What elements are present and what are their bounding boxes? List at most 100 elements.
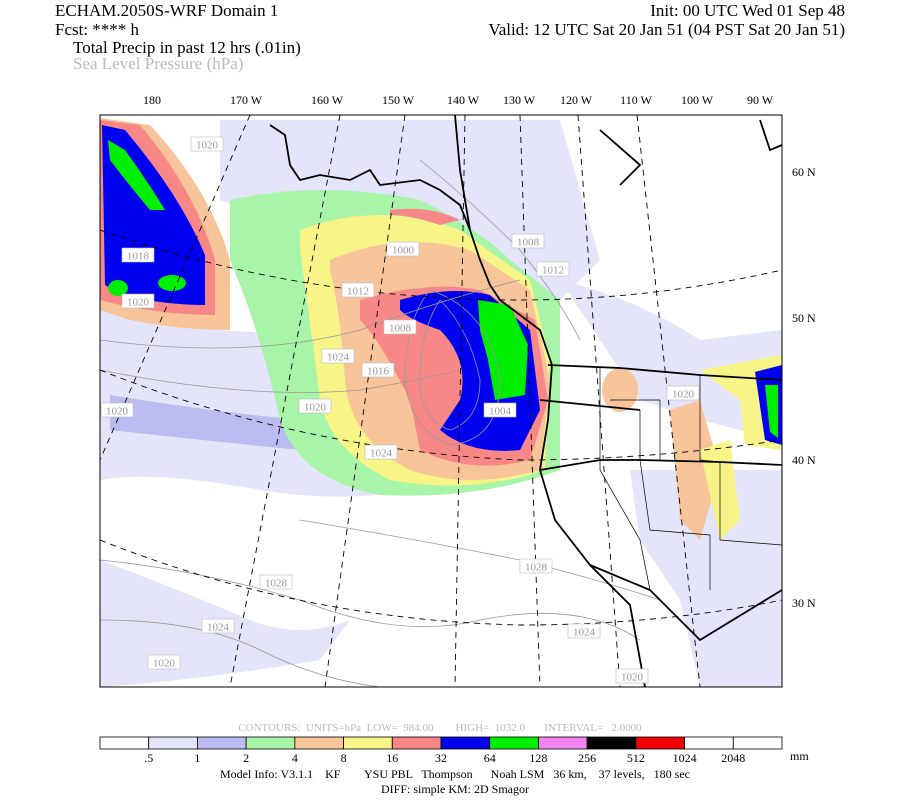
legend-swatch [391,736,442,750]
contour-label: 1024 [327,352,350,364]
legend-label: .5 [144,751,153,765]
legend-label: 4 [292,751,298,765]
contour-label-box [341,282,375,298]
longitude-label: 130 W [503,93,536,107]
legend-label: 8 [341,751,347,765]
contour-label: 1012 [347,286,369,298]
model-title: ECHAM.2050S-WRF Domain 1 [55,1,278,20]
contour-label-box [511,233,545,249]
forecast-hour: Fcst: **** h [55,20,140,39]
legend-label: 2048 [721,751,745,765]
longitude-label: 160 W [311,93,344,107]
contour-label: 1020 [621,672,644,684]
contour-label-box [483,402,517,418]
field-precip: Total Precip in past 12 hrs (.01in) [73,38,301,57]
legend-label: 32 [435,751,447,765]
contour-label: 1020 [127,297,150,309]
contour-label: 1028 [265,578,288,590]
field-slp: Sea Level Pressure (hPa) [73,54,243,73]
longitude-labels: 180 170 W 160 W 150 W 140 W 130 W 120 W 110 W 10… [143,93,774,107]
contour-label: 1018 [127,251,150,263]
legend-swatch [343,736,393,750]
contour-label-box [190,136,224,152]
model-info: Model Info: V3.1.1 KF YSU PBL Thompson N… [220,767,690,781]
latitude-label: 50 N [792,311,816,325]
init-time: Init: 00 UTC Wed 01 Sep 48 [650,1,845,20]
contour-label-box [615,668,649,684]
contour-label: 1008 [389,323,412,335]
legend-swatch [294,736,344,750]
longitude-label: 150 W [382,93,415,107]
contour-info: CONTOURS: UNITS=hPa LOW= 984.00 HIGH= 10… [238,722,642,734]
legend-label: 16 [386,751,398,765]
contour-label-box [147,654,181,670]
color-legend: .5 1 2 4 8 16 32 64 128 256 512 1024 2048 [99,736,783,765]
contour-label: 1024 [207,622,230,634]
legend-swatch [684,736,734,750]
map-frame [99,114,783,688]
contour-label: 1016 [367,366,390,378]
contour-label: 1012 [542,265,564,277]
longitude-label: 100 W [681,93,714,107]
valid-time: Valid: 12 UTC Sat 20 Jan 51 (04 PST Sat … [488,20,845,39]
legend-swatch [732,736,783,750]
contour-label-box [364,444,398,460]
longitude-label: 90 W [747,93,774,107]
latitude-labels: 60 N 50 N 40 N 30 N [792,165,816,610]
legend-swatch [245,736,296,750]
latitude-label: 60 N [792,165,816,179]
contour-label-box [100,402,134,418]
contour-label: 1020 [153,658,176,670]
contour-label-box [121,247,155,263]
legend-label: 1024 [673,751,697,765]
legend-label: 128 [529,751,547,765]
legend-swatch [440,736,491,750]
contour-labels: 1020 1018 1020 1000 1008 1012 1012 1008 1004 1024… [100,136,700,684]
legend-swatch [538,736,588,750]
contour-label-box [386,241,420,257]
latitude-label: 30 N [792,596,816,610]
contour-label: 1024 [370,448,393,460]
contour-label-box [259,574,293,590]
legend-swatch [148,736,198,750]
longitude-label: 140 W [447,93,480,107]
contour-label: 1008 [517,237,540,249]
legend-label: 256 [578,751,596,765]
contour-label: 1004 [489,406,512,418]
contour-label-box [121,293,155,309]
contour-label: 1024 [573,627,596,639]
longitude-label: 110 W [620,93,652,107]
legend-unit: mm [790,749,809,763]
contour-label-box [519,558,553,574]
contour-label-box [321,348,355,364]
legend-swatch [586,736,637,750]
diff-info: DIFF: simple KM: 2D Smagor [381,782,529,796]
legend-swatch [197,736,247,750]
contour-label: 1020 [672,389,695,401]
contour-label-box [201,618,235,634]
contour-label: 1000 [392,245,415,257]
contour-label-box [536,261,570,277]
contour-label-box [567,623,601,639]
contour-label-box [666,385,700,401]
contour-label: 1020 [304,402,327,414]
longitude-label: 170 W [230,93,263,107]
longitude-label: 120 W [560,93,593,107]
contour-label-box [298,398,332,414]
legend-label: 64 [484,751,496,765]
legend-label: 1 [194,751,200,765]
contour-label: 1028 [525,562,548,574]
legend-label: 2 [243,751,249,765]
map-fill [100,115,782,687]
contour-label: 1020 [196,140,219,152]
contour-label-box [361,362,395,378]
legend-swatch [99,736,150,750]
legend-swatch [635,736,685,750]
latitude-label: 40 N [792,453,816,467]
legend-label: 512 [627,751,645,765]
contour-label: 1020 [106,406,129,418]
longitude-label: 180 [143,93,161,107]
contour-label-box [383,319,417,335]
legend-swatch [489,736,539,750]
